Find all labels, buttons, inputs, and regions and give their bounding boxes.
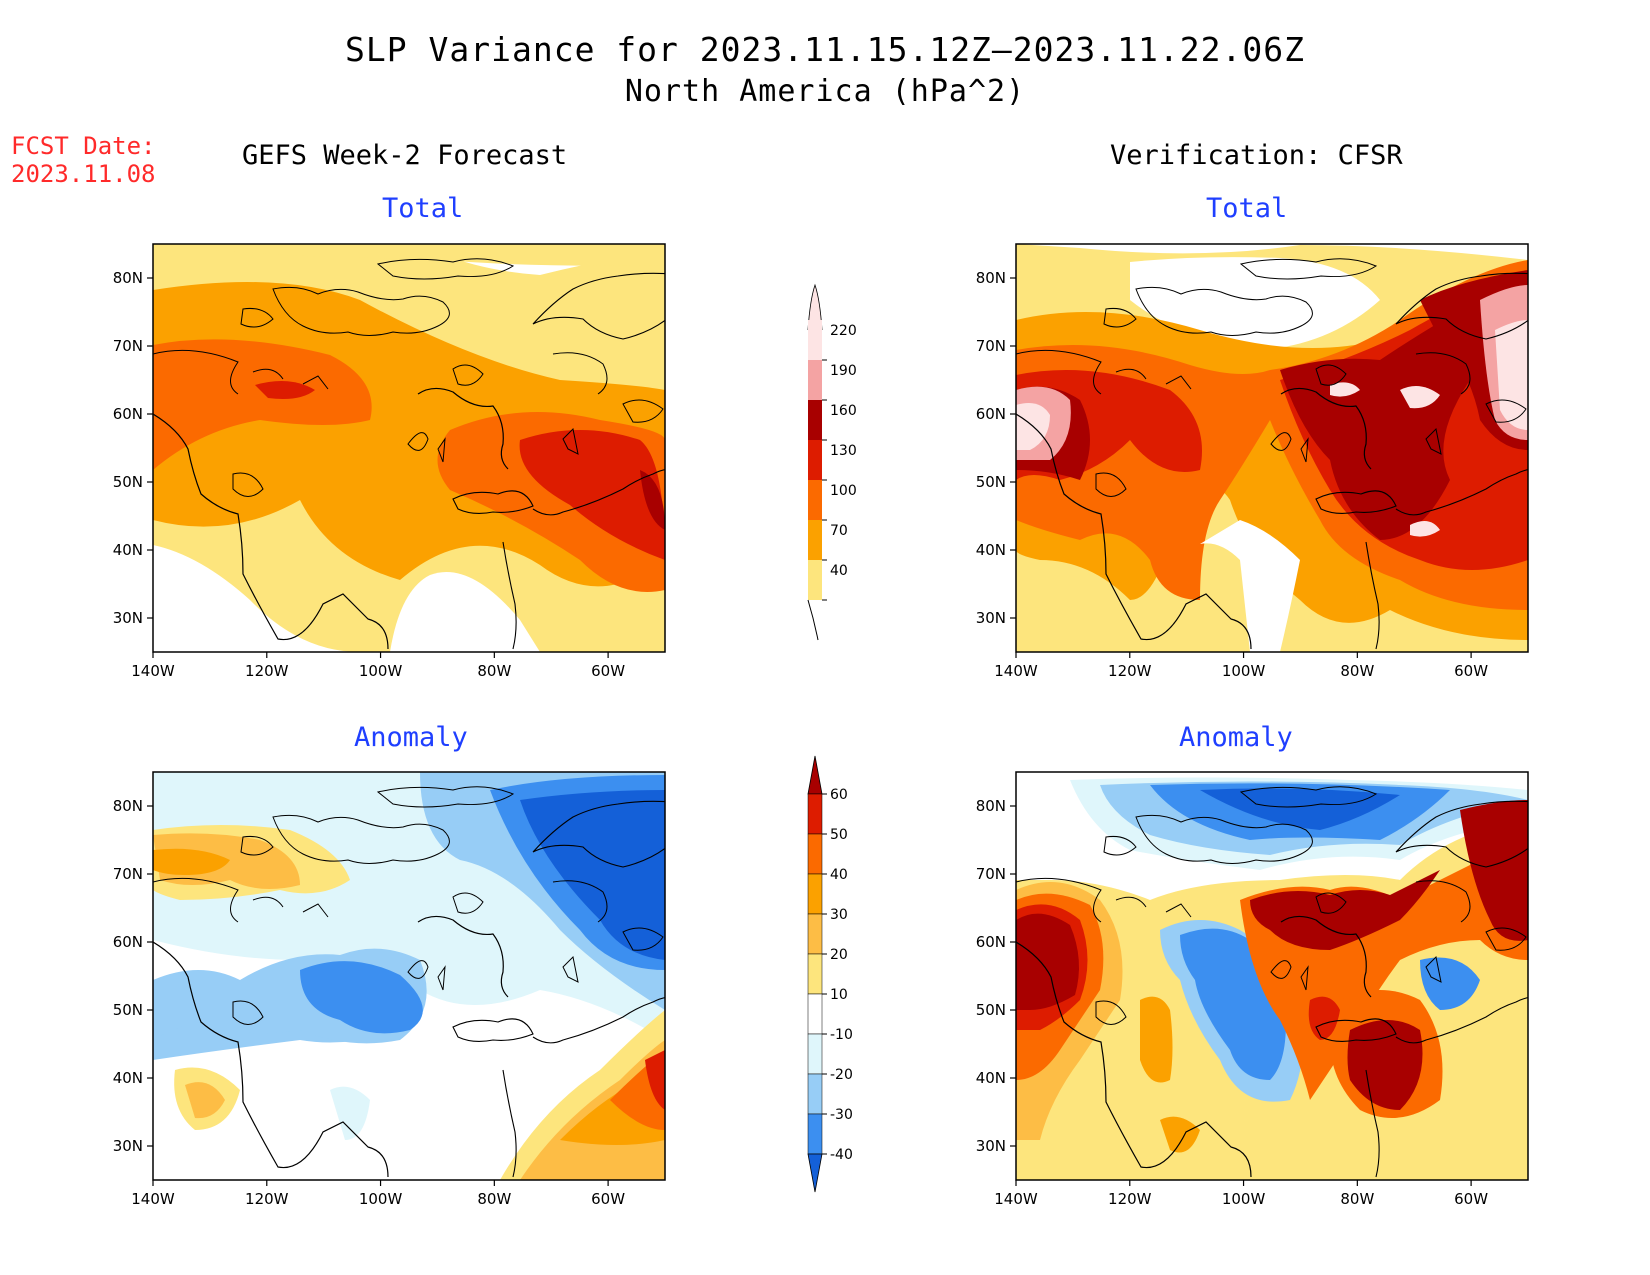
colorbar-label: 160 [830,403,857,419]
colorbar-swatch [808,320,822,360]
colorbar-swatch [807,873,823,915]
lat-tick-label: 80N [976,797,1006,815]
lon-tick-label: 100W [359,662,403,680]
lon-tick-label: 60W [591,1190,625,1208]
colorbar-arrow-top [807,755,823,795]
total-colorbar: 220 190 160 130 100 70 40 [807,283,857,641]
lat-tick-label: 40N [113,541,143,559]
lat-tick-label: 30N [113,1137,143,1155]
lon-tick-label: 80W [1340,662,1374,680]
lat-tick-label: 50N [113,473,143,491]
lat-tick-label: 30N [976,1137,1006,1155]
lat-tick-label: 70N [976,865,1006,883]
verification-anomaly-title: Anomaly [1179,722,1293,753]
lon-tick-label: 120W [1108,662,1152,680]
lon-tick-label: 80W [477,1190,511,1208]
colorbar-swatch [808,400,822,440]
verification-column-header: Verification: CFSR [1110,140,1403,171]
lon-tick-label: 140W [131,662,175,680]
colorbar-swatch [808,520,822,560]
lon-tick-label: 80W [1340,1190,1374,1208]
colorbar-label: 50 [830,827,848,843]
forecast-total-map: 80N 70N 60N 50N 40N 30N 140W 120W 100W 80W 60W [113,243,666,680]
colorbar-swatch [807,1073,823,1115]
lon-tick-label: 60W [1454,662,1488,680]
colorbar-label: 40 [830,867,848,883]
colorbar-swatch [807,953,823,995]
forecast-anomaly-map: 80N 70N 60N 50N 40N 30N 140W 120W 100W 80W 60W [113,771,666,1208]
lat-tick-label: 40N [113,1069,143,1087]
lon-tick-label: 60W [1454,1190,1488,1208]
lat-tick-label: 70N [113,337,143,355]
colorbar-swatch [807,833,823,875]
lat-tick-label: 50N [976,473,1006,491]
colorbar-swatch [808,360,822,400]
lat-tick-label: 80N [976,269,1006,287]
lon-tick-label: 100W [359,1190,403,1208]
colorbar-label: 40 [830,563,848,579]
lat-tick-label: 30N [976,609,1006,627]
lon-tick-label: 80W [477,662,511,680]
anomaly-colorbar: 60 50 40 30 20 10 -10 -20 -30 -40 [807,755,853,1193]
lat-tick-label: 40N [976,1069,1006,1087]
lon-tick-label: 100W [1222,662,1266,680]
lon-tick-label: 140W [994,662,1038,680]
colorbar-label: 190 [830,363,857,379]
lat-tick-label: 50N [113,1001,143,1019]
colorbar-label: 10 [830,987,848,1003]
colorbar-label: -10 [830,1027,853,1043]
lat-tick-label: 70N [113,865,143,883]
colorbar-swatch [808,560,822,600]
lat-tick-label: 70N [976,337,1006,355]
lon-tick-label: 120W [245,1190,289,1208]
colorbar-label: -30 [830,1107,853,1123]
lat-tick-label: 30N [113,609,143,627]
colorbar-arrow-top [807,283,823,331]
lat-tick-label: 60N [976,405,1006,423]
colorbar-label: 220 [830,323,857,339]
colorbar-label: -20 [830,1067,853,1083]
lon-tick-label: 140W [994,1190,1038,1208]
lon-tick-label: 120W [245,662,289,680]
lon-tick-label: 100W [1222,1190,1266,1208]
colorbar-swatch [807,913,823,955]
colorbar-swatch [807,1033,823,1075]
colorbar-label: 60 [830,787,848,803]
lat-tick-label: 40N [976,541,1006,559]
colorbar-swatch [808,440,822,480]
colorbar-arrow-bottom [807,599,819,641]
forecast-column-header: GEFS Week-2 Forecast [242,140,568,171]
colorbar-label: 100 [830,483,857,499]
colorbar-label: 70 [830,523,848,539]
lat-tick-label: 80N [113,269,143,287]
lat-tick-label: 50N [976,1001,1006,1019]
lat-tick-label: 80N [113,797,143,815]
colorbar-label: 30 [830,907,848,923]
colorbar-swatch [808,480,822,520]
verification-anomaly-map: 80N 70N 60N 50N 40N 30N 140W 120W 100W 80W 60W [976,771,1529,1208]
forecast-total-title: Total [382,193,464,224]
colorbar-swatch [807,1113,823,1155]
colorbar-swatch [807,993,823,1035]
verification-total-title: Total [1206,193,1288,224]
colorbar-label: 20 [830,947,848,963]
lon-tick-label: 60W [591,662,625,680]
lon-tick-label: 140W [131,1190,175,1208]
lat-tick-label: 60N [113,405,143,423]
lat-tick-label: 60N [113,933,143,951]
figure-subtitle: North America (hPa^2) [624,74,1026,109]
verification-total-map: 80N 70N 60N 50N 40N 30N 140W 120W 100W 80W 60W [976,243,1529,680]
fcst-date-value: 2023.11.08 [11,160,156,188]
lat-tick-label: 60N [976,933,1006,951]
lon-tick-label: 120W [1108,1190,1152,1208]
forecast-anomaly-title: Anomaly [354,722,468,753]
fcst-date-label: FCST Date: [11,132,156,160]
colorbar-label: -40 [830,1147,853,1163]
colorbar-swatch [807,793,823,835]
colorbar-label: 130 [830,443,857,459]
figure-title: SLP Variance for 2023.11.15.12Z–2023.11.… [345,30,1305,69]
colorbar-arrow-bottom [807,1153,823,1193]
